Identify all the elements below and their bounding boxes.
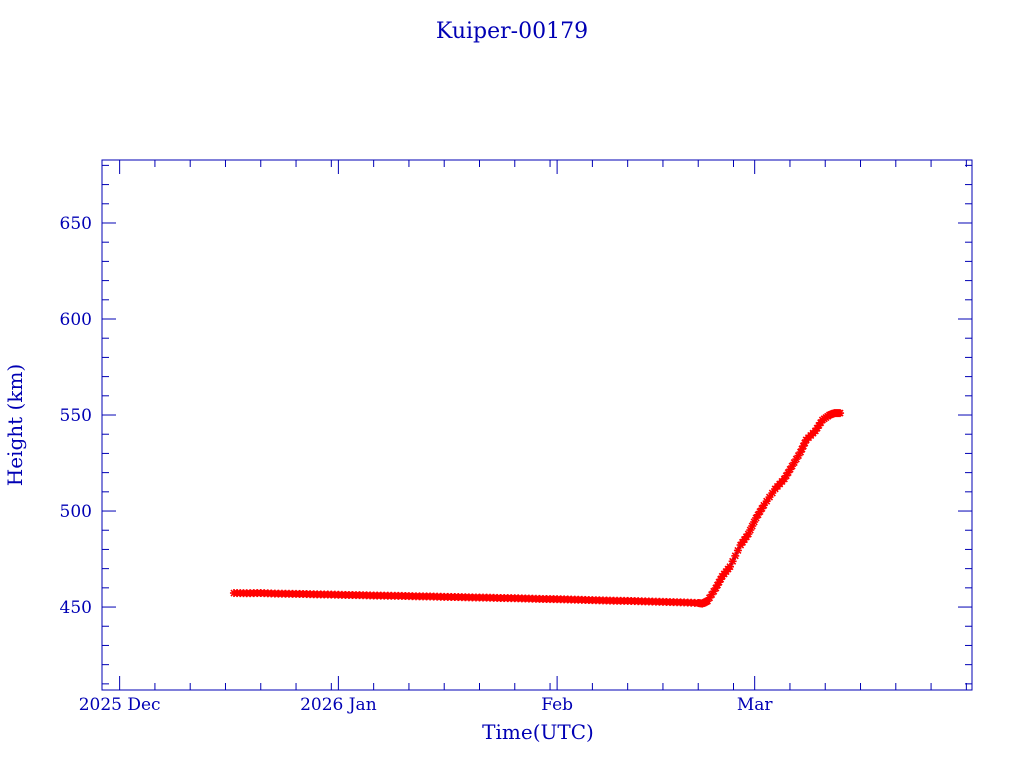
y-tick-label: 600: [60, 310, 92, 330]
x-tick-label: Feb: [541, 695, 573, 715]
series-line: [233, 411, 841, 606]
series-connector: [233, 412, 841, 605]
y-tick-label: 650: [60, 214, 92, 234]
chart-title: Kuiper-00179: [436, 19, 588, 44]
data-point: [768, 489, 777, 498]
data-point: [836, 409, 845, 418]
y-tick-label: 500: [60, 502, 92, 522]
data-point: [744, 530, 753, 539]
y-tick-label: 550: [60, 406, 92, 426]
y-tick-label: 450: [60, 598, 92, 618]
y-axis-label: Height (km): [3, 364, 27, 486]
x-tick-label: 2026 Jan: [300, 695, 377, 715]
x-axis-label: Time(UTC): [482, 720, 594, 744]
data-point: [762, 497, 771, 506]
data-point: [759, 501, 768, 510]
plot-frame: [101, 159, 973, 691]
x-tick-label: 2025 Dec: [79, 695, 161, 715]
x-tick-label: Mar: [737, 695, 774, 715]
data-point: [765, 493, 774, 502]
